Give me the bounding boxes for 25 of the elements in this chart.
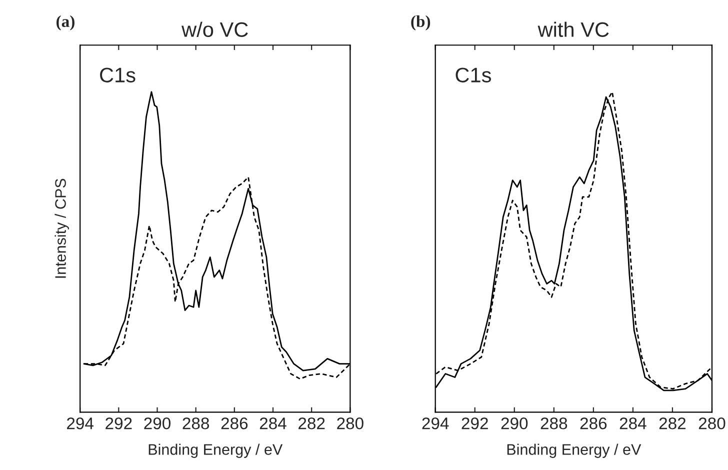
y-axis-title: Intensity / CPS: [54, 178, 69, 278]
x-axis-title: Binding Energy / eV: [507, 444, 642, 458]
x-tick-label: 286: [221, 417, 248, 430]
x-tick-label: 282: [298, 417, 325, 430]
text: (b): [411, 15, 430, 30]
x-tick-label: 286: [580, 417, 607, 430]
chart-title: w/o VC: [182, 22, 248, 37]
text: C1s: [100, 68, 136, 82]
x-tick-label: 284: [620, 417, 646, 430]
x-tick-label: 288: [182, 417, 210, 430]
chart-title: with VC: [538, 22, 609, 37]
x-tick-label: 290: [144, 417, 170, 430]
x-tick-label: 288: [540, 417, 568, 430]
x-tick-label: 294: [67, 417, 94, 430]
text: C1s: [456, 68, 492, 82]
x-tick-label: 294: [422, 417, 449, 430]
x-tick-label: 292: [106, 417, 132, 430]
x-tick-label: 280: [337, 417, 364, 430]
x-tick-label: 292: [462, 417, 488, 430]
x-tick-label: 282: [659, 417, 686, 430]
x-tick-label: 284: [260, 417, 286, 430]
x-axis-title: Binding Energy / eV: [148, 444, 283, 458]
text: (a): [56, 15, 74, 30]
x-tick-label: 280: [698, 417, 726, 430]
x-tick-label: 290: [501, 417, 528, 430]
